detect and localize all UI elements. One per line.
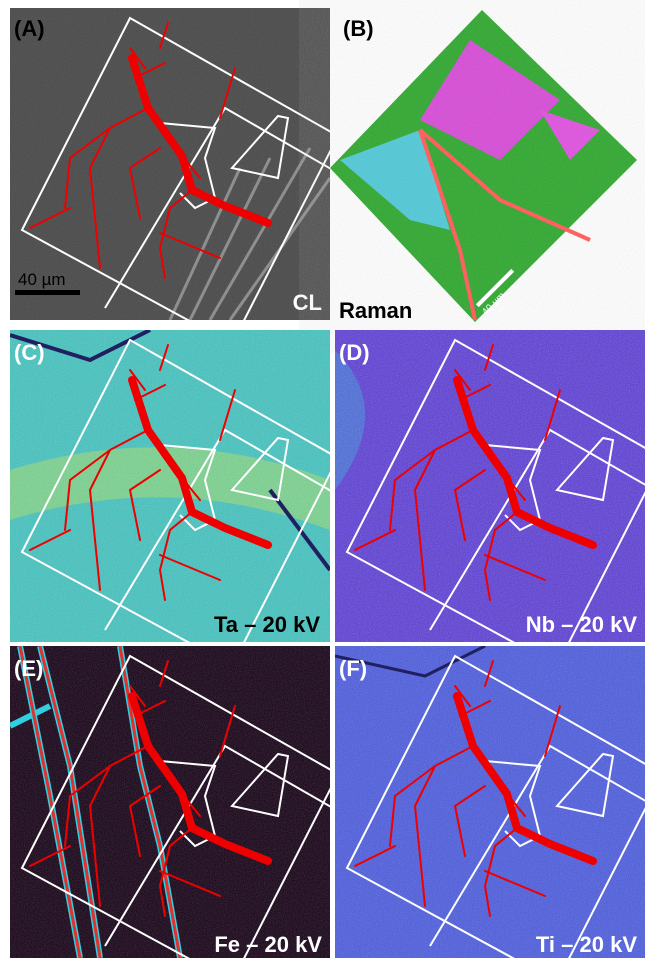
panel-label: (A)	[14, 16, 45, 41]
panel-a: (A) 40 µm CL	[10, 8, 338, 344]
panel-caption: Fe – 20 kV	[214, 932, 322, 957]
panel-caption: Ti – 20 kV	[536, 932, 637, 957]
panel-caption: Nb – 20 kV	[526, 612, 638, 637]
panel-label: (F)	[339, 656, 367, 681]
scale-bar-label: 40 µm	[18, 270, 66, 289]
panel-f: (F) Ti – 20 kV	[335, 646, 645, 963]
panel-label: (E)	[14, 656, 43, 681]
panel-label: (D)	[339, 340, 370, 365]
panel-caption: Ta – 20 kV	[214, 612, 320, 637]
panel-caption: Raman	[339, 298, 412, 323]
panel-c: (C) Ta – 20 kV	[10, 330, 338, 666]
panel-b: (B) 40 µm Raman	[330, 10, 637, 323]
panel-d: (D) Nb – 20 kV	[335, 330, 645, 666]
panel-caption: CL	[293, 290, 322, 315]
figure: (A) 40 µm CL (B) 40 µm Raman (C) Ta – 20…	[0, 0, 645, 963]
panel-e: (E) Fe – 20 kV	[10, 646, 338, 963]
panel-label: (C)	[14, 340, 45, 365]
panel-label: (B)	[343, 16, 374, 41]
